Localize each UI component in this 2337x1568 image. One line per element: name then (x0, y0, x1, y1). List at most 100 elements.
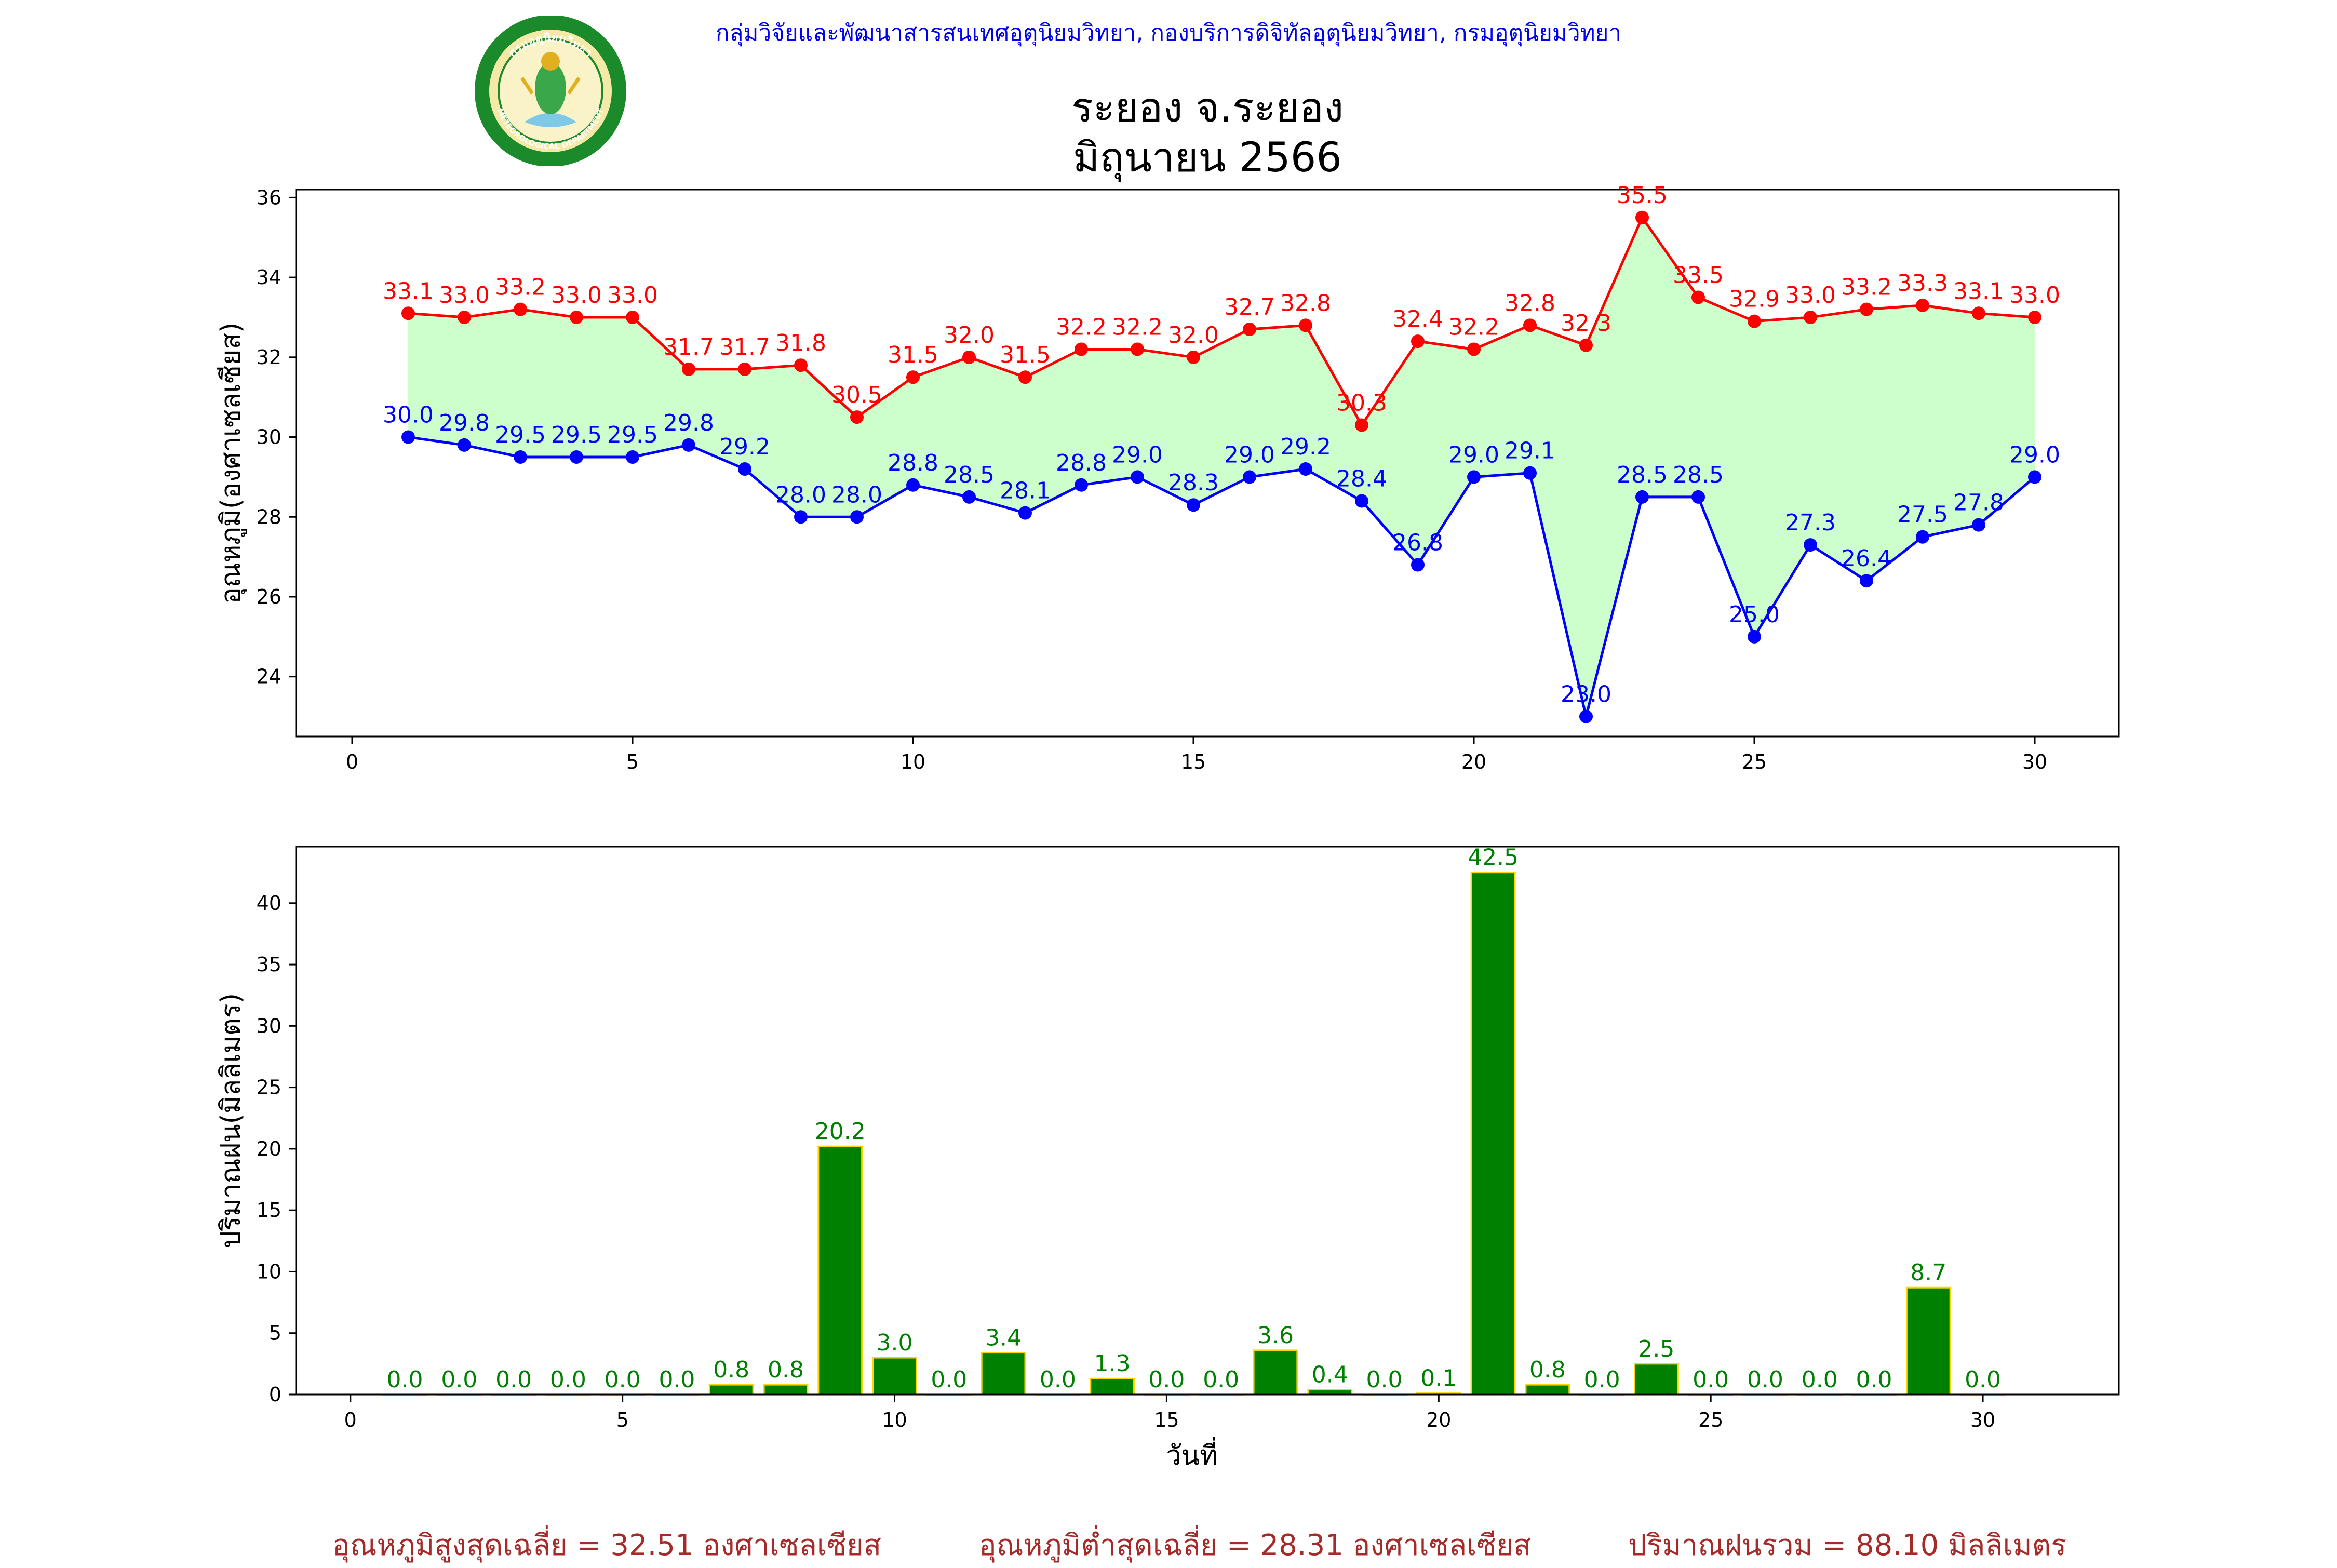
temperature-max-data-label: 32.0 (944, 322, 995, 349)
temperature-min-data-label: 28.5 (1617, 462, 1668, 488)
rainfall-bar (1253, 1349, 1298, 1396)
temperature-max-line (408, 215, 2035, 428)
temperature-min-data-label: 29.5 (495, 422, 546, 448)
temperature-min-data-label: 29.0 (1224, 441, 1275, 468)
rainfall-bar (1470, 872, 1516, 1396)
temperature-max-data-label: 33.5 (1673, 262, 1724, 289)
temperature-max-data-label: 33.0 (607, 282, 658, 309)
temperature-max-data-label: 33.0 (2009, 282, 2060, 309)
rainfall-y-tick-label: 0 (269, 1383, 281, 1406)
temperature-min-point (1860, 574, 1873, 588)
temperature-min-point (850, 510, 864, 524)
temperature-min-point (1467, 470, 1481, 484)
temperature-min-point (2028, 470, 2041, 484)
temperature-min-point (738, 462, 751, 476)
chart-title: ระยอง จ.ระยอง มิถุนายน 2566 (779, 83, 1636, 183)
temperature-max-point (2028, 310, 2041, 324)
rainfall-y-axis-label: ปริมาณฝน(มิลลิเมตร) (216, 993, 247, 1248)
temperature-min-data-label: 29.0 (1448, 441, 1499, 468)
temperature-min-data-label: 28.5 (944, 462, 995, 488)
temperature-max-data-label: 31.8 (775, 330, 826, 356)
temperature-min-point (794, 510, 808, 524)
rainfall-data-label: 0.8 (713, 1357, 749, 1383)
temperature-min-data-label: 28.8 (1056, 450, 1107, 476)
rainfall-chart: 0.0 0.0 0.0 0.0 0.0 0.0 0.8 0.8 20.2 3.0 0.0 3.4 0.0… (216, 845, 2120, 1471)
temperature-max-point (1748, 314, 1761, 328)
rainfall-data-label: 0.8 (1529, 1357, 1566, 1383)
temperature-min-data-label: 29.1 (1505, 438, 1555, 464)
temperature-min-point (962, 490, 976, 504)
temperature-x-tick-label: 10 (901, 751, 925, 773)
temperature-max-point (1243, 323, 1256, 337)
temperature-max-point (738, 362, 751, 376)
temperature-max-point (850, 410, 864, 424)
temperature-min-data-label: 29.5 (551, 422, 602, 448)
temperature-max-point (906, 370, 920, 384)
temperature-max-data-label: 32.3 (1561, 310, 1611, 337)
temperature-max-data-label: 30.3 (1336, 390, 1387, 416)
rainfall-bar (1905, 1286, 1951, 1396)
rainfall-bar (872, 1357, 917, 1396)
temperature-plot-frame (295, 189, 2120, 738)
rainfall-x-tick-label: 5 (616, 1409, 629, 1431)
temperature-min-data-label: 29.0 (1112, 441, 1163, 468)
temperature-max-data-label: 33.2 (495, 274, 546, 301)
temperature-max-point (401, 306, 415, 320)
rainfall-x-axis-label: วันที่ (1166, 1437, 1217, 1471)
rainfall-bar (817, 1145, 863, 1396)
temperature-min-point (1018, 506, 1032, 520)
temperature-chart: 0 5 10 15 20 25 30 24 26 28 30 32 34 36 อุณหภูมิ(องศาเ… (216, 182, 2120, 773)
temperature-max-point (1523, 318, 1537, 332)
rainfall-y-tick-label: 5 (269, 1322, 281, 1345)
temperature-max-data-label: 32.2 (1112, 314, 1163, 340)
temperature-y-tick-label: 34 (257, 266, 281, 289)
temperature-min-point (1635, 490, 1649, 504)
rainfall-data-label: 20.2 (815, 1118, 866, 1145)
temperature-y-tick-label: 30 (257, 426, 281, 449)
temperature-y-tick-label: 28 (257, 505, 281, 528)
temperature-max-point (1579, 338, 1593, 352)
rainfall-data-label: 0.0 (495, 1366, 532, 1393)
rainfall-data-label: 0.0 (605, 1366, 641, 1393)
rainfall-bar (763, 1384, 809, 1396)
temperature-min-point (906, 478, 920, 492)
rainfall-data-label: 0.4 (1312, 1362, 1348, 1388)
rainfall-y-tick-label: 30 (257, 1014, 281, 1037)
temperature-max-data-label: 33.0 (1785, 282, 1836, 309)
rainfall-data-label: 3.0 (877, 1330, 913, 1356)
temperature-max-data-label: 32.4 (1392, 306, 1443, 332)
rainfall-bar (981, 1352, 1026, 1396)
temperature-x-tick-label: 0 (346, 751, 358, 773)
temperature-max-point (1467, 342, 1481, 356)
temperature-min-point (1075, 478, 1088, 492)
temperature-min-data-label: 27.5 (1897, 502, 1948, 528)
total-rain-text: ปริมาณฝนรวม = 88.10 มิลลิเมตร (1628, 1529, 2067, 1562)
temperature-max-point (1411, 334, 1425, 349)
temperature-min-point (1243, 470, 1256, 484)
rainfall-x-tick-label: 0 (344, 1409, 357, 1431)
temperature-min-data-label: 29.2 (719, 434, 770, 460)
rainfall-y-tick-label: 35 (257, 953, 281, 976)
temperature-min-data-label: 29.8 (663, 410, 714, 436)
rainfall-data-label: 3.6 (1257, 1322, 1294, 1349)
temperature-max-point (794, 358, 808, 372)
temperature-max-point (570, 310, 583, 324)
rainfall-data-label: 0.0 (1802, 1366, 1838, 1393)
temperature-max-point (1804, 310, 1817, 324)
temperature-max-data-label: 33.1 (1953, 278, 2004, 304)
chart-title-station: ระยอง จ.ระยอง (1071, 85, 1344, 131)
temperature-min-data-label: 28.0 (775, 481, 826, 508)
temperature-x-tick-label: 25 (1742, 751, 1767, 773)
rainfall-data-label: 0.0 (1148, 1366, 1185, 1393)
rainfall-data-label: 8.7 (1910, 1259, 1946, 1286)
avg-max-temp-text: อุณหภูมิสูงสุดเฉลี่ย = 32.51 องศาเซลเซีย… (332, 1529, 882, 1562)
temperature-max-data-label: 33.0 (551, 282, 602, 309)
rainfall-data-label: 0.0 (931, 1366, 967, 1393)
rainfall-y-tick-label: 15 (257, 1199, 281, 1222)
temperature-min-data-label: 29.0 (2009, 441, 2060, 468)
temperature-min-data-label: 29.5 (607, 422, 658, 448)
temperature-min-data-label: 27.3 (1785, 510, 1836, 536)
temperature-max-point (962, 350, 976, 364)
rainfall-plot-frame (295, 846, 2120, 1396)
temperature-max-data-label: 31.5 (888, 342, 938, 368)
